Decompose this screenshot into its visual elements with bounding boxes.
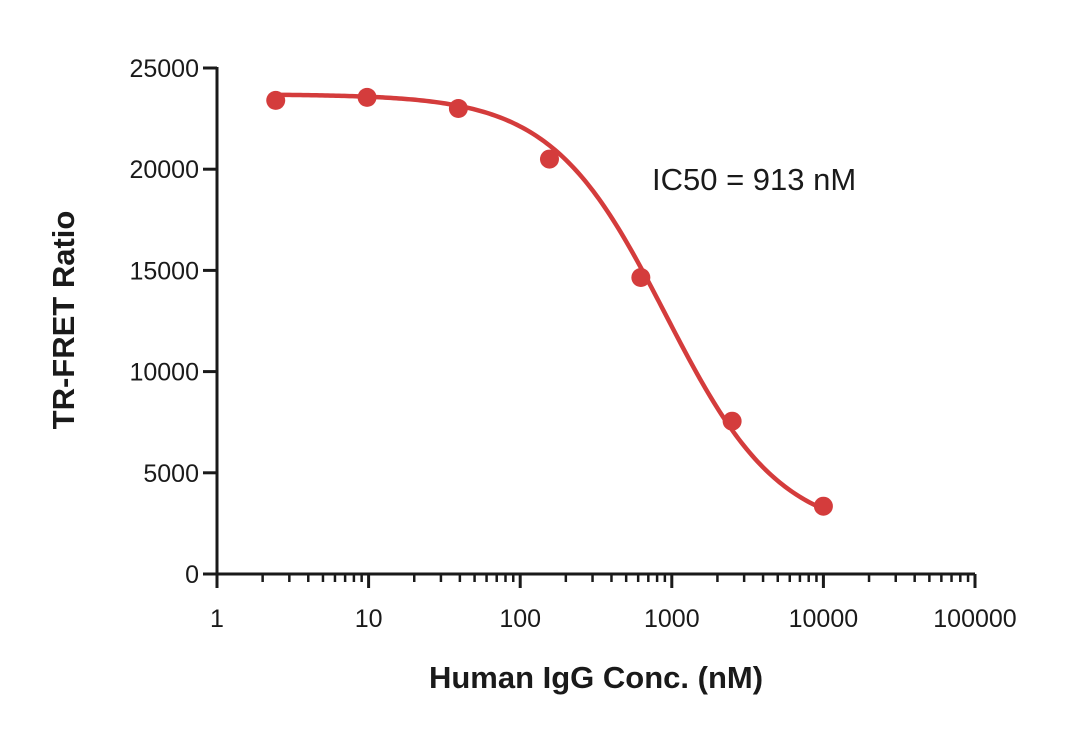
data-point [266, 90, 286, 110]
x-axis-title: Human IgG Conc. (nM) [429, 660, 763, 695]
data-point [357, 87, 377, 107]
y-tick-label: 5000 [143, 460, 199, 488]
data-point [813, 496, 833, 516]
y-axis: 0 5000 10000 15000 20000 25000 [129, 55, 219, 589]
y-tick-label: 10000 [129, 359, 199, 387]
x-tick-label: 100 [499, 605, 541, 633]
data-points [266, 87, 833, 516]
x-tick-label: 10000 [789, 605, 859, 633]
y-axis-title: TR-FRET Ratio [46, 211, 81, 430]
y-tick-label: 0 [185, 561, 199, 589]
x-tick-label: 10 [355, 605, 383, 633]
y-tick-label: 25000 [129, 55, 199, 83]
y-tick-label: 15000 [129, 257, 199, 285]
data-point [539, 149, 559, 169]
x-tick-label: 100000 [933, 605, 1016, 633]
y-tick-label: 20000 [129, 156, 199, 184]
x-axis: 1 10 100 1000 10000 100000 [210, 572, 1017, 633]
data-point [631, 267, 651, 287]
y-ticks: 0 5000 10000 15000 20000 25000 [129, 55, 217, 589]
data-point [722, 411, 742, 431]
data-point [448, 98, 468, 118]
x-tick-label: 1000 [644, 605, 700, 633]
ic50-annotation: IC50 = 913 nM [652, 162, 856, 197]
x-tick-label: 1 [210, 605, 224, 633]
x-ticks: 1 10 100 1000 10000 100000 [210, 574, 1017, 633]
